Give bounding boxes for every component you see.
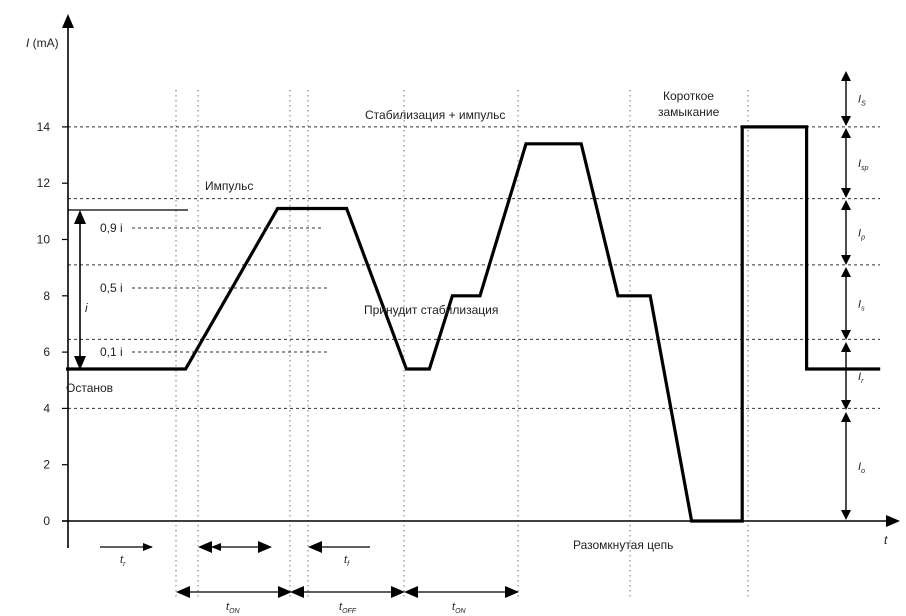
band-label-1: Isp [858,158,869,172]
amplitude-arrowhead-up [74,210,86,224]
level-09-label: 0,9 i [100,221,123,235]
band-label-5: Io [858,461,865,475]
amplitude-arrowhead-down [74,356,86,370]
reference-levels [68,126,880,409]
band-arrow-4: Ir [841,342,864,410]
toff-label: tOFF [339,601,357,615]
band-label-2: Ip [858,228,865,242]
x-axis-arrowhead [886,515,900,527]
label-razomknutaya: Разомкнутая цепь [573,538,673,552]
y-tick-label-2: 2 [43,458,50,472]
right-band-arrows: IS Isp Ip Is Ir Io [841,71,869,520]
label-stab-impuls: Стабилизация + импульс [365,108,505,122]
y-tick-label-6: 6 [43,345,50,359]
band-arrow-3: Is [841,267,865,340]
band-arrow-2: Ip [841,200,865,265]
label-korotkoe-2: замыкание [658,105,720,119]
y-axis-arrowhead [62,14,74,28]
y-tick-label-14: 14 [37,120,51,134]
band-arrow-1: Isp [841,128,869,198]
y-tick-labels: 0 2 4 6 8 10 12 14 [37,120,68,528]
current-waveform [66,125,881,523]
rise-time-annotation: tr [100,543,268,568]
y-axis-title: I (mA) [26,36,59,50]
band-label-4: Ir [858,371,864,385]
period-annotations: tON tOFF tON [176,586,519,615]
band-label-3: Is [858,299,865,313]
y-tick-label-8: 8 [43,289,50,303]
y-tick-label-10: 10 [37,233,51,247]
level-05-label: 0,5 i [100,281,123,295]
x-axis-label: t [884,533,888,547]
tr-label: tr [120,554,126,568]
tf-label: tf [344,554,350,568]
band-arrow-5: Io [841,412,865,520]
label-korotkoe-1: Короткое [663,89,714,103]
fall-time-annotation: tf [198,541,370,568]
y-tick-label-12: 12 [37,176,51,190]
y-tick-label-4: 4 [43,401,50,415]
label-prinudit: Принудит стабилизация [364,303,498,317]
band-label-0: IS [858,94,866,108]
amplitude-label: i [85,301,88,315]
ton-label-1: tON [226,601,241,615]
ton-label-2: tON [452,601,467,615]
level-01-label: 0,1 i [100,345,123,359]
label-impuls: Импульс [205,179,253,193]
label-ostanov: Останов [66,381,113,395]
band-arrow-0: IS [841,71,866,126]
vertical-guides [175,90,749,600]
y-tick-label-0: 0 [43,514,50,528]
